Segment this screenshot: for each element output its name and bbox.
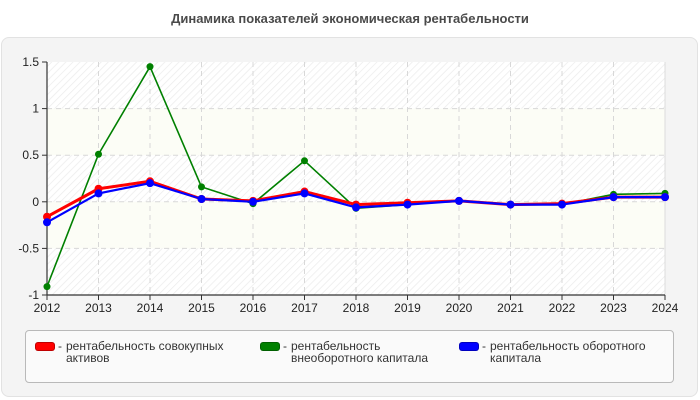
x-tick-label: 2016: [240, 301, 267, 315]
x-tick-label: 2022: [549, 301, 576, 315]
x-tick-label: 2017: [291, 301, 318, 315]
legend-swatch-blue: [459, 342, 479, 351]
legend-separator: -: [283, 339, 287, 353]
data-point: [146, 63, 154, 71]
data-point: [95, 150, 102, 158]
x-tick-label: 2020: [446, 301, 473, 315]
x-tick-label: 2013: [85, 301, 112, 315]
legend: - рентабельность совокупных активов - ре…: [25, 330, 674, 383]
data-point: [558, 200, 566, 209]
x-tick-label: 2021: [497, 301, 524, 315]
y-tick-label: 0: [32, 195, 39, 209]
y-tick-label: 1.5: [22, 55, 39, 69]
legend-item-assets[interactable]: - рентабельность совокупных активов: [35, 340, 251, 364]
x-tick-label: 2023: [600, 301, 627, 315]
y-tick-label: 1: [32, 102, 39, 116]
data-point: [661, 193, 669, 202]
data-point: [352, 203, 360, 212]
legend-label: рентабельность совокупных активов: [66, 339, 224, 365]
data-point: [300, 189, 309, 198]
data-point: [43, 218, 51, 227]
legend-label: рентабельность внеоборотного капитала: [291, 339, 428, 365]
y-tick-label: 0.5: [22, 148, 39, 162]
legend-swatch-red: [35, 342, 55, 351]
legend-label: рентабельность оборотного капитала: [490, 339, 646, 365]
data-point: [94, 189, 103, 198]
plot-band: [47, 108, 665, 156]
x-tick-label: 2024: [652, 301, 679, 315]
y-tick-label: -0.5: [18, 241, 39, 255]
data-point: [301, 157, 308, 165]
x-tick-label: 2018: [343, 301, 370, 315]
data-point: [403, 200, 412, 209]
legend-item-noncurrent[interactable]: - рентабельность внеоборотного капитала: [260, 340, 451, 364]
data-point: [455, 196, 463, 205]
legend-swatch-green: [260, 342, 280, 351]
data-point: [609, 193, 618, 202]
data-point: [43, 283, 51, 291]
y-tick-label: -1: [28, 288, 39, 302]
legend-item-current[interactable]: - рентабельность оборотного капитала: [459, 340, 680, 364]
legend-separator: -: [58, 339, 62, 353]
x-tick-label: 2015: [188, 301, 215, 315]
gridlines: [47, 62, 666, 295]
data-point: [146, 179, 154, 188]
data-point: [249, 197, 257, 206]
chart-title: Динамика показателей экономическая рента…: [171, 11, 529, 26]
data-point: [43, 212, 51, 221]
x-tick-label: 2019: [394, 301, 421, 315]
data-point: [198, 183, 205, 191]
data-point: [197, 195, 206, 204]
data-point: [506, 200, 515, 209]
x-tick-label: 2012: [34, 301, 61, 315]
data-series: [43, 63, 669, 291]
legend-separator: -: [482, 339, 486, 353]
x-tick-label: 2014: [137, 301, 164, 315]
